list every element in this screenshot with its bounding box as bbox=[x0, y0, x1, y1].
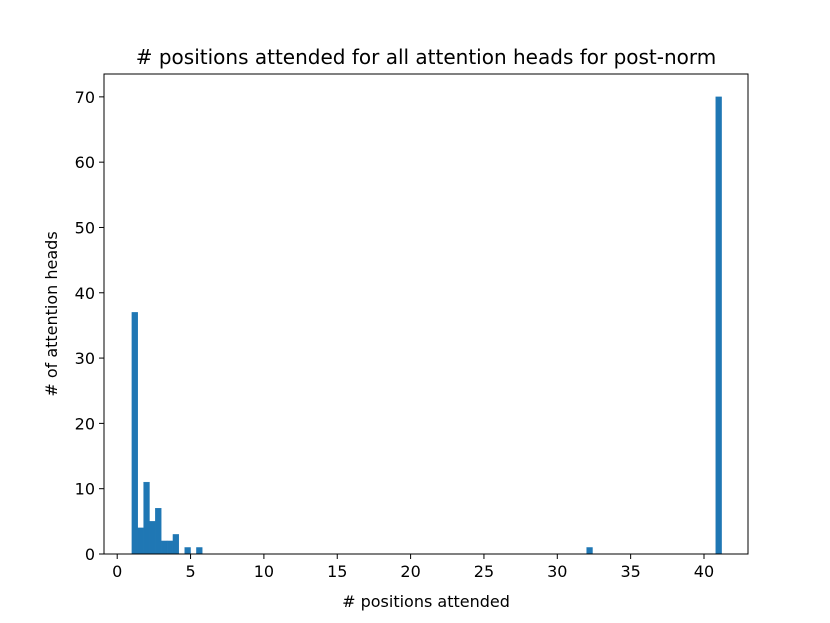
x-tick-label: 0 bbox=[112, 562, 122, 581]
x-tick-label: 35 bbox=[620, 562, 640, 581]
x-axis-ticks: 0 5 10 15 20 25 30 35 40 bbox=[112, 554, 714, 581]
y-tick-label: 20 bbox=[75, 414, 95, 433]
y-axis-label: # of attention heads bbox=[42, 231, 61, 396]
histogram-bar bbox=[196, 547, 203, 555]
histogram-bar bbox=[161, 540, 168, 555]
histogram-bar bbox=[586, 547, 593, 555]
y-tick-label: 10 bbox=[75, 480, 95, 499]
x-tick-label: 25 bbox=[474, 562, 494, 581]
x-tick-label: 5 bbox=[185, 562, 195, 581]
x-tick-label: 10 bbox=[254, 562, 274, 581]
x-tick-label: 15 bbox=[327, 562, 347, 581]
x-tick-label: 20 bbox=[400, 562, 420, 581]
histogram-bar bbox=[184, 547, 191, 555]
histogram-bar bbox=[715, 96, 722, 555]
bars-group bbox=[131, 96, 722, 555]
y-tick-label: 70 bbox=[75, 88, 95, 107]
y-tick-label: 40 bbox=[75, 284, 95, 303]
histogram-bar bbox=[166, 540, 174, 555]
x-tick-label: 40 bbox=[694, 562, 714, 581]
histogram-bar bbox=[137, 527, 144, 555]
histogram-bar bbox=[143, 481, 150, 555]
x-axis-label: # positions attended bbox=[342, 592, 510, 611]
y-tick-label: 50 bbox=[75, 218, 95, 237]
histogram-bar bbox=[149, 521, 156, 555]
histogram-bar bbox=[155, 508, 162, 555]
y-tick-label: 30 bbox=[75, 349, 95, 368]
y-tick-label: 0 bbox=[85, 545, 95, 564]
x-tick-label: 30 bbox=[547, 562, 567, 581]
histogram-bar bbox=[172, 534, 180, 555]
y-axis-ticks: 0 10 20 30 40 50 60 70 bbox=[75, 88, 104, 564]
y-tick-label: 60 bbox=[75, 153, 95, 172]
plot-frame bbox=[103, 73, 749, 555]
chart-title: # positions attended for all attention h… bbox=[136, 45, 717, 69]
histogram-bar bbox=[131, 312, 138, 555]
